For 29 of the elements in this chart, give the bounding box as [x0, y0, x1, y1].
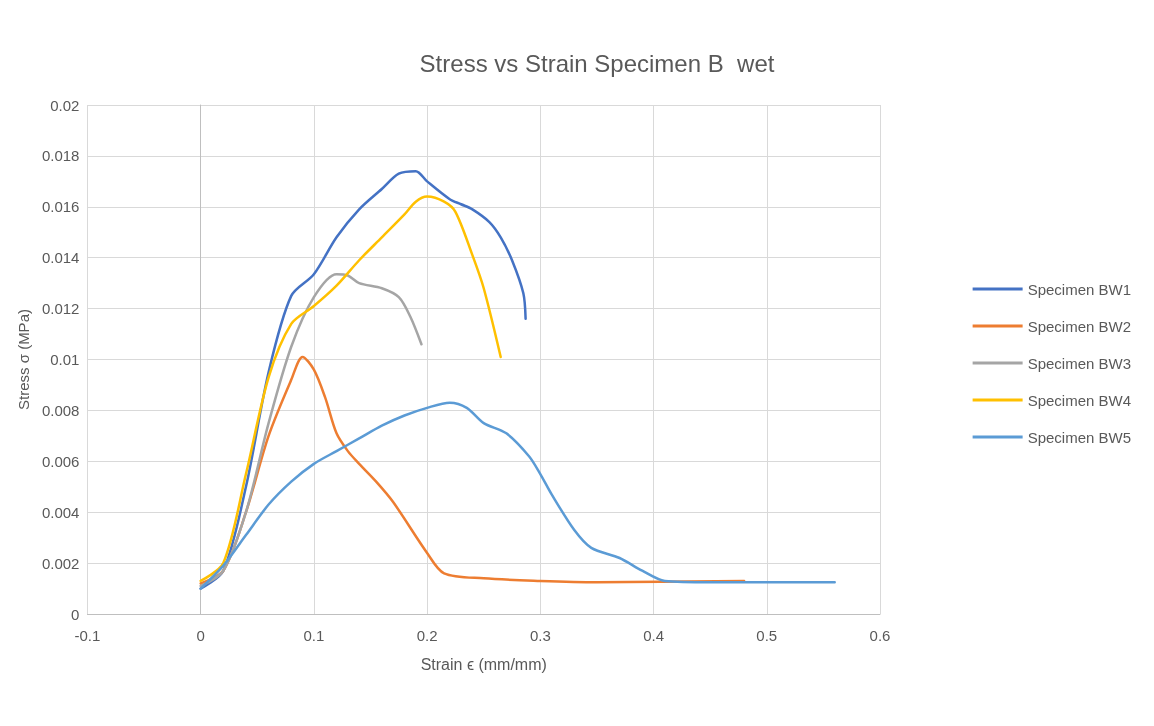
x-tick-label: 0.5: [756, 627, 778, 644]
y-axis-title: Stress σ (MPa): [15, 309, 32, 410]
x-tick-label: 0.2: [416, 627, 438, 644]
x-tick-label: 0.6: [869, 627, 891, 644]
y-tick-label: 0.014: [41, 249, 80, 267]
y-tick-label: 0.012: [41, 300, 80, 318]
y-tick-label: 0.02: [50, 96, 80, 114]
y-tick-label: 0.018: [41, 147, 80, 165]
y-tick-label: 0.002: [41, 554, 80, 572]
y-tick-label: 0.004: [41, 503, 80, 521]
line-series: [199, 272, 423, 588]
legend-label: Specimen BW4: [1027, 391, 1131, 409]
legend-label: Specimen BW5: [1027, 428, 1131, 446]
chart-title: Stress vs Strain Specimen B wet: [419, 49, 775, 77]
legend-label: Specimen BW1: [1027, 280, 1131, 298]
x-tick-label: -0.1: [74, 627, 101, 644]
y-tick-label: 0.006: [41, 452, 80, 470]
legend-label: Specimen BW3: [1027, 354, 1131, 372]
x-axis-title: Strain ϵ (mm/mm): [420, 655, 547, 673]
x-tick-label: 0.3: [529, 627, 551, 644]
y-tick-label: 0.016: [41, 198, 80, 216]
y-tick-label: 0: [71, 605, 80, 623]
x-tick-label: 0.4: [643, 627, 664, 644]
x-tick-label: 0.1: [303, 627, 325, 644]
y-tick-label: 0.01: [50, 351, 80, 368]
x-tick-label: 0: [196, 627, 205, 644]
line-series: [199, 401, 836, 590]
legend-label: Specimen BW2: [1027, 317, 1131, 335]
y-tick-label: 0.008: [41, 401, 80, 419]
